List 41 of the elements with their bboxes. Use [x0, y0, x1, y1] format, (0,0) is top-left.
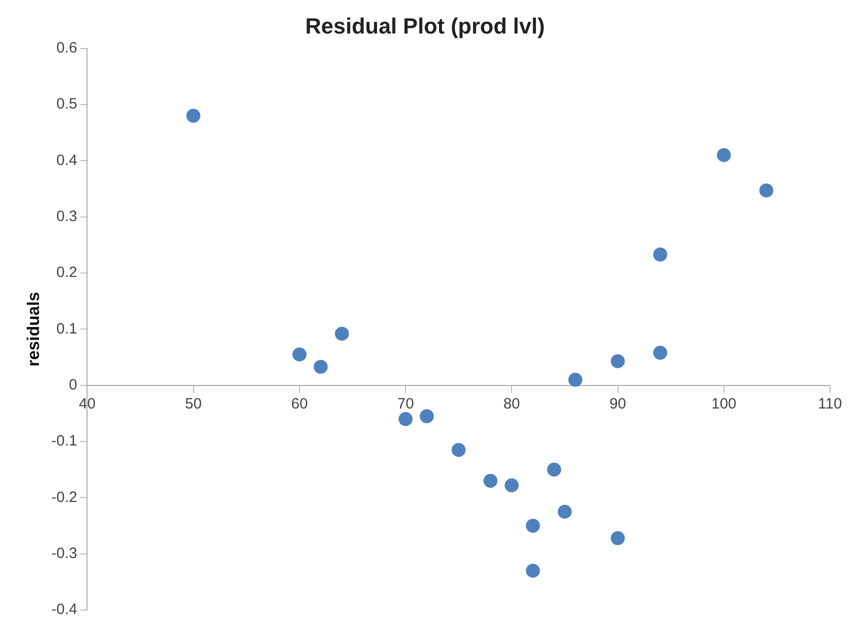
point	[186, 108, 200, 123]
point	[526, 518, 540, 533]
y-axis-title: residuals	[24, 292, 43, 367]
x-tick-label: 60	[291, 396, 308, 412]
point	[420, 409, 434, 424]
x-tick-label: 90	[609, 396, 626, 412]
x-tick-label: 110	[818, 396, 842, 412]
x-tick-label: 100	[711, 396, 736, 412]
y-tick-label: -0.1	[51, 432, 78, 450]
point	[292, 347, 306, 362]
point	[314, 360, 328, 374]
y-tick-label: 0.5	[56, 96, 78, 113]
y-tick-label: 0.2	[56, 264, 78, 282]
y-tick-label: 0	[68, 376, 78, 394]
y-tick-label: -0.4	[51, 601, 78, 618]
x-tick-label: 40	[78, 396, 96, 412]
point	[547, 462, 562, 477]
y-tick-label: 0.3	[56, 208, 78, 226]
point	[653, 248, 668, 262]
y-tick-label: 0.1	[56, 320, 78, 338]
point	[610, 531, 625, 546]
point	[610, 354, 625, 368]
point	[452, 442, 466, 457]
y-tick-label: 0.6	[56, 40, 78, 57]
y-tick-label: -0.2	[51, 488, 78, 506]
point	[483, 474, 498, 488]
point	[398, 412, 413, 426]
point	[568, 372, 582, 387]
x-tick-label: 50	[185, 396, 202, 412]
point	[526, 564, 540, 578]
point	[716, 148, 731, 162]
x-tick-label: 80	[503, 396, 520, 412]
x-tick-label: 70	[397, 396, 414, 412]
point	[653, 346, 668, 360]
y-tick-label: 0.4	[56, 152, 78, 169]
point	[334, 326, 349, 341]
point	[759, 183, 774, 198]
point	[504, 478, 519, 492]
point	[558, 504, 572, 519]
y-tick-label: -0.3	[51, 544, 78, 562]
chart-title: Residual Plot (prod lvl)	[305, 13, 545, 38]
